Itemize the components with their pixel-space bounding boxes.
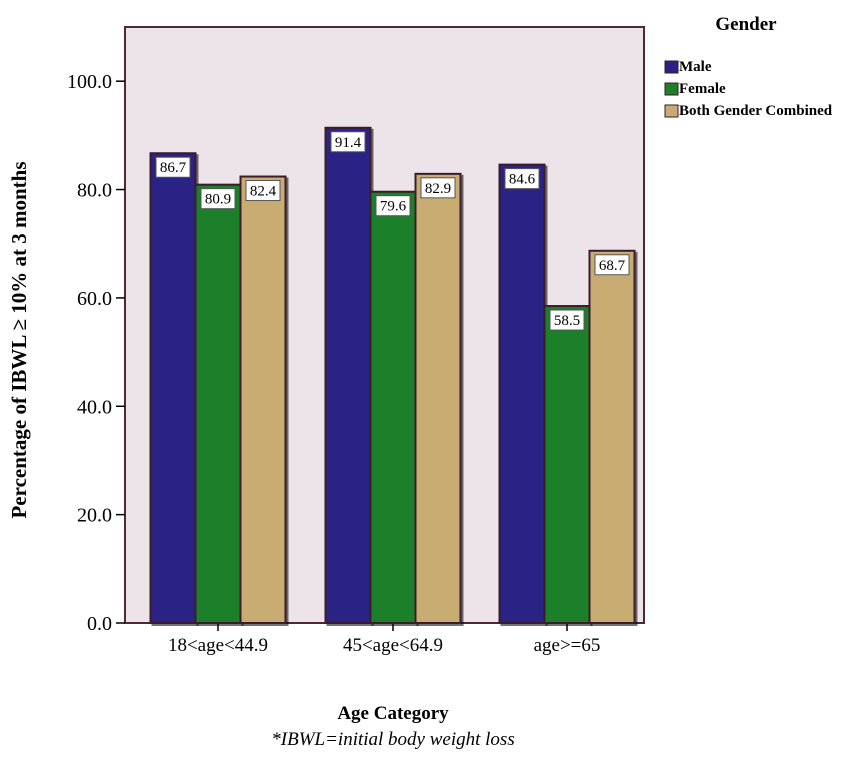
data-label-box	[330, 131, 366, 153]
legend-swatch-both	[664, 104, 679, 118]
bar-both	[239, 175, 287, 625]
bar-male	[498, 163, 546, 624]
y-tick-label: 100.0	[67, 71, 112, 93]
bar-female	[543, 305, 591, 624]
bar-series-group	[149, 126, 636, 625]
y-tick-label: 80.0	[77, 180, 112, 202]
bar-both	[588, 249, 636, 624]
legend-swatch-male	[664, 60, 679, 74]
bar-male	[149, 152, 197, 625]
y-axis-title: Percentage of IBWL ≥ 10% at 3 months	[7, 161, 31, 518]
y-tick-label: 20.0	[77, 505, 112, 527]
legend-label-male: Male	[679, 59, 712, 75]
data-label-box	[504, 168, 540, 190]
x-tick-label: age>=65	[534, 635, 601, 656]
x-axis: 18<age<44.9 45<age<64.9 age>=65	[168, 623, 600, 656]
y-tick-label: 40.0	[77, 396, 112, 418]
data-label-box	[549, 309, 585, 331]
footnote: *IBWL=initial body weight loss	[271, 729, 514, 750]
data-label: 80.9	[205, 192, 231, 208]
data-label-box	[155, 156, 191, 178]
data-label: 86.7	[160, 160, 187, 176]
data-label: 84.6	[509, 172, 536, 188]
bar-both	[414, 172, 462, 624]
legend-label-both: Both Gender Combined	[679, 103, 833, 119]
y-axis: 0.0 20.0 40.0 60.0 80.0 100.0	[67, 71, 125, 635]
bar-female	[194, 183, 242, 624]
x-tick-label: 18<age<44.9	[168, 635, 268, 656]
bar-female	[369, 190, 417, 624]
legend-label-female: Female	[679, 81, 726, 97]
data-label: 91.4	[335, 135, 362, 151]
y-tick-label: 0.0	[87, 613, 112, 635]
data-label-box	[594, 254, 630, 276]
legend: Gender Male Female Both Gender Combined	[664, 14, 833, 119]
y-tick-label: 60.0	[77, 288, 112, 310]
data-label: 82.9	[425, 181, 451, 197]
data-label: 58.5	[554, 313, 580, 329]
data-label-box	[200, 188, 236, 210]
x-axis-title: Age Category	[337, 703, 449, 724]
data-label: 82.4	[250, 184, 277, 200]
data-label-box	[420, 177, 456, 199]
data-label: 68.7	[599, 258, 626, 274]
data-label-group: 86.7 80.9 82.4 91.4 79.6 82.9 84.6 58.5 68.7	[155, 131, 630, 331]
data-label-box	[375, 195, 411, 217]
x-tick-label: 45<age<64.9	[343, 635, 443, 656]
bar-male	[324, 126, 372, 625]
data-label: 79.6	[380, 199, 407, 215]
legend-swatch-female	[664, 82, 679, 96]
legend-title: Gender	[715, 14, 777, 35]
data-label-box	[245, 180, 281, 202]
